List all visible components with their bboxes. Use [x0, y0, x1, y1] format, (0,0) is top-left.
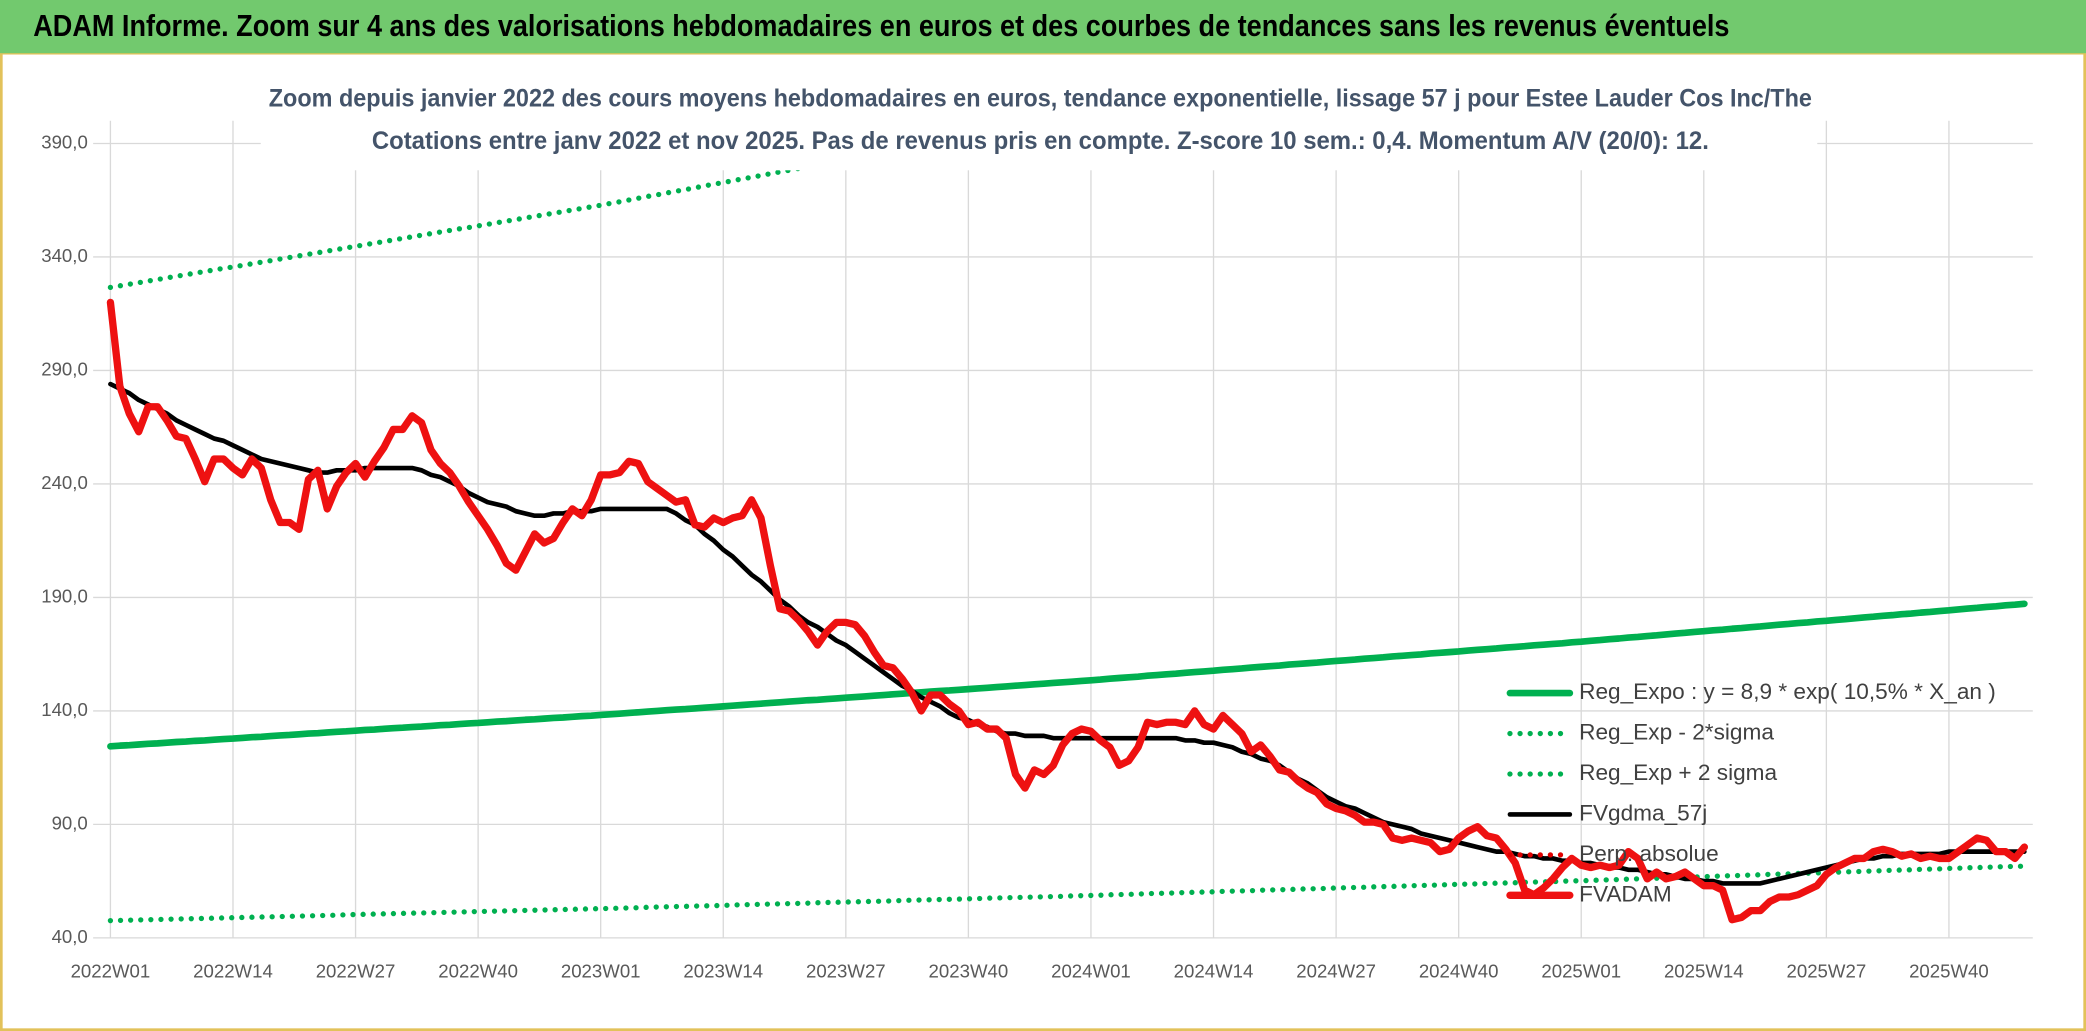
x-tick-label: 2025W14 — [1664, 960, 1744, 981]
y-tick-label: 90,0 — [52, 812, 88, 833]
x-tick-label: 2022W27 — [316, 960, 396, 981]
y-tick-label: 240,0 — [41, 472, 88, 493]
title-background — [260, 77, 1818, 171]
series-line — [107, 863, 2028, 924]
x-tick-label: 2023W14 — [683, 960, 763, 981]
y-tick-label: 290,0 — [41, 358, 88, 379]
x-tick-label: 2025W27 — [1787, 960, 1867, 981]
x-tick-label: 2023W27 — [806, 960, 886, 981]
legend-label: Perp. absolue — [1579, 841, 1719, 866]
y-tick-label: 40,0 — [52, 926, 88, 947]
x-tick-label: 2025W01 — [1541, 960, 1621, 981]
legend-label: FVgdma_57j — [1579, 800, 1707, 825]
y-tick-label: 340,0 — [41, 245, 88, 266]
x-tick-label: 2024W27 — [1296, 960, 1376, 981]
legend-label: Reg_Expo : y = 8,9 * exp( 10,5% * X_an ) — [1579, 679, 1996, 704]
x-tick-label: 2024W01 — [1051, 960, 1131, 981]
legend-label: FVADAM — [1579, 881, 1672, 906]
y-tick-label: 390,0 — [41, 131, 88, 152]
x-tick-label: 2022W01 — [71, 960, 151, 981]
legend-label: Reg_Exp - 2*sigma — [1579, 720, 1774, 745]
y-tick-label: 140,0 — [41, 699, 88, 720]
legend-label: Reg_Exp + 2 sigma — [1579, 760, 1777, 785]
chart-title: Zoom depuis janvier 2022 des cours moyen… — [269, 84, 1812, 112]
x-tick-label: 2024W14 — [1174, 960, 1254, 981]
x-tick-label: 2023W40 — [929, 960, 1009, 981]
x-tick-label: 2025W40 — [1909, 960, 1989, 981]
chart-subtitle: Cotations entre janv 2022 et nov 2025. P… — [372, 127, 1709, 155]
x-tick-label: 2024W40 — [1419, 960, 1499, 981]
x-tick-label: 2022W14 — [193, 960, 273, 981]
y-tick-label: 190,0 — [41, 585, 88, 606]
x-tick-label: 2022W40 — [438, 960, 518, 981]
header-title: ADAM Informe. Zoom sur 4 ans des valoris… — [33, 9, 1729, 43]
series-line — [107, 120, 1071, 291]
header-bar — [0, 0, 2086, 54]
x-tick-label: 2023W01 — [561, 960, 641, 981]
series-line — [106, 298, 2029, 924]
series-line — [107, 600, 2028, 750]
